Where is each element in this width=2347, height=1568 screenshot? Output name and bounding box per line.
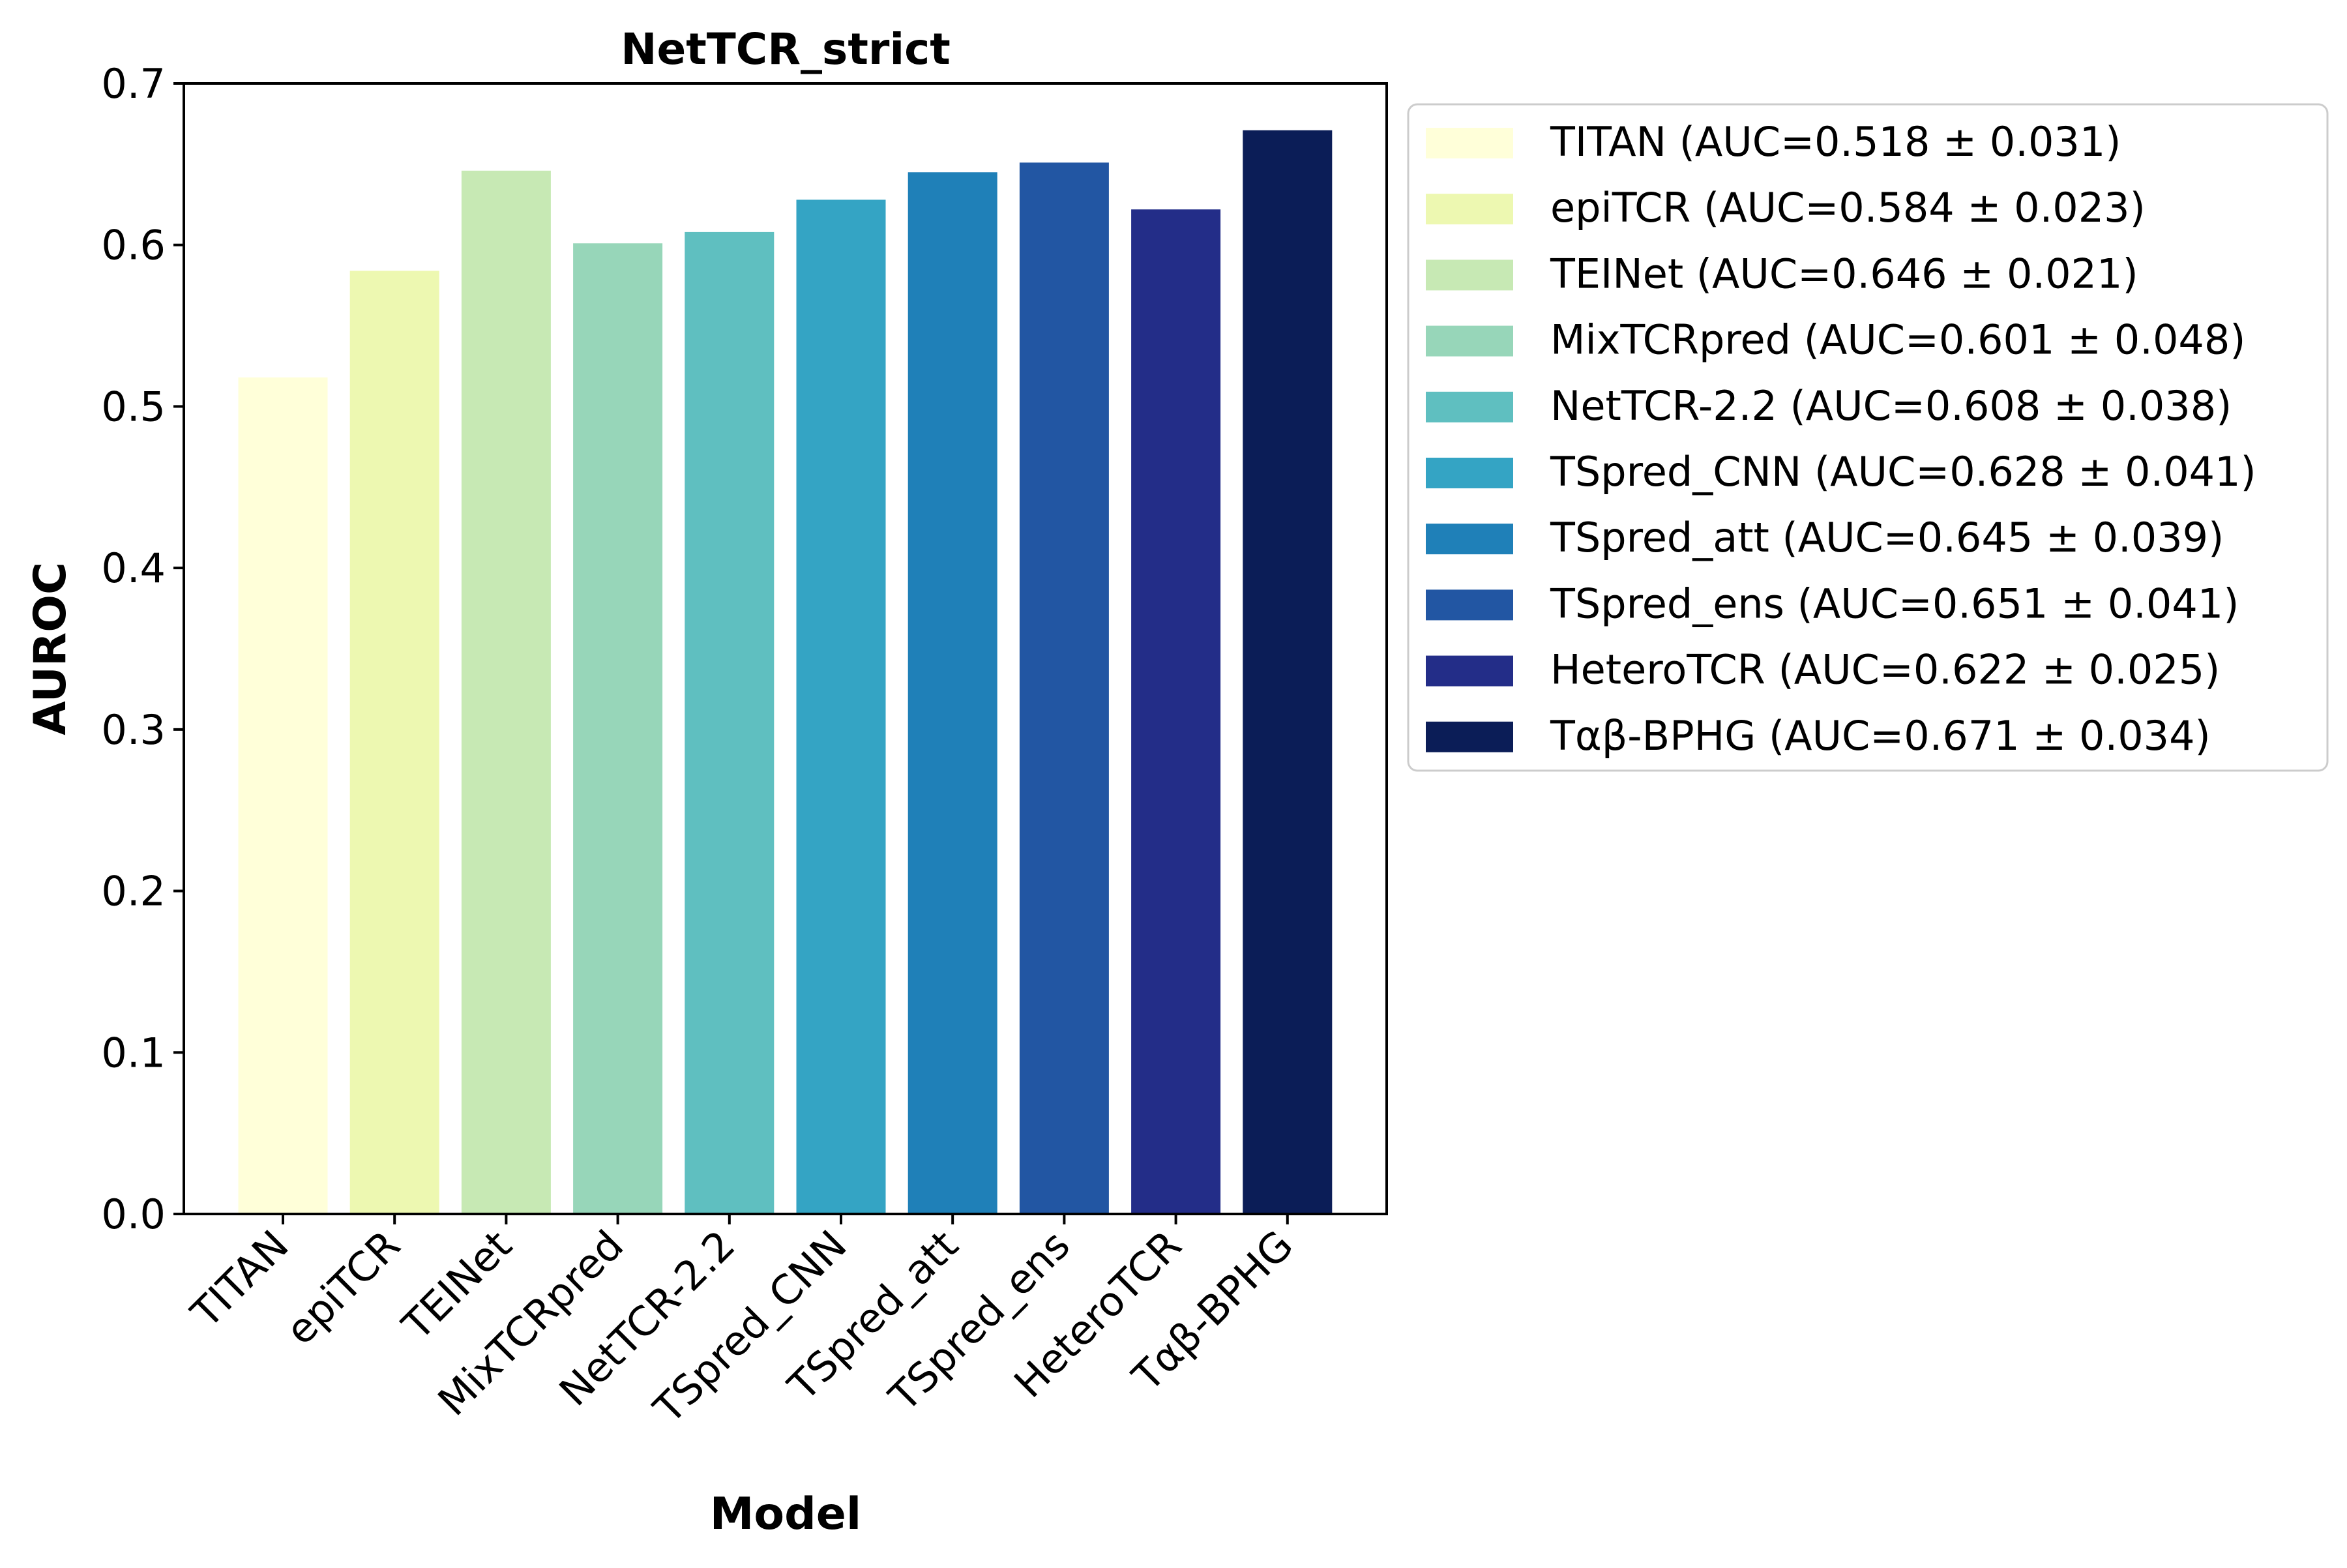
legend-swatch [1426,194,1513,225]
y-tick-label: 0.7 [101,60,166,108]
bar-heterotcr [1131,209,1221,1214]
y-tick-label: 0.1 [101,1029,166,1076]
legend-swatch [1426,524,1513,555]
legend-label: NetTCR-2.2 (AUC=0.608 ± 0.038) [1550,382,2232,430]
y-tick-label: 0.4 [101,544,166,592]
bar-nettcr-2-2 [685,231,775,1214]
bar-titan [238,377,328,1214]
plot-frame [183,82,1388,1215]
bar-teinet [461,170,551,1214]
y-axis-label: AUROC [25,562,76,735]
y-axis-ticks: 0.0 0.1 0.2 0.3 0.4 0.5 0.6 0.7 [101,60,184,1238]
legend-swatch [1426,325,1513,357]
y-tick-label: 0.5 [101,383,166,430]
legend-label: Tαβ-BPHG (AUC=0.671 ± 0.034) [1550,712,2211,760]
x-tick-label: epiTCR [276,1221,409,1354]
x-axis-ticks: TITANepiTCRTEINetMixTCRpredNetTCR-2.2TSp… [181,1214,1302,1433]
bar-epitcr [349,271,439,1214]
legend-label: TSpred_ens (AUC=0.651 ± 0.041) [1550,580,2239,627]
legend-swatch [1426,589,1513,621]
legend-label: MixTCRpred (AUC=0.601 ± 0.048) [1550,316,2245,364]
chart-title: NetTCR_strict [621,24,951,74]
legend: TITAN (AUC=0.518 ± 0.031) epiTCR (AUC=0.5… [1407,103,2329,772]
bar-mixtcrpred [573,243,663,1214]
legend-swatch [1426,655,1513,687]
legend-swatch [1426,721,1513,752]
bar-tspred-cnn [796,200,886,1215]
y-tick-label: 0.2 [101,868,166,915]
legend-label: TSpred_att (AUC=0.645 ± 0.039) [1550,514,2224,561]
legend-swatch [1426,128,1513,158]
bar-tspred-att [908,172,997,1214]
legend-label: epiTCR (AUC=0.584 ± 0.023) [1550,184,2146,231]
legend-swatch [1426,259,1513,291]
legend-label: TITAN (AUC=0.518 ± 0.031) [1550,118,2121,166]
bar-tspred-ens [1019,162,1109,1214]
legend-label: TEINet (AUC=0.646 ± 0.021) [1550,250,2138,297]
x-axis-label: Model [710,1488,862,1540]
legend-label: TSpred_CNN (AUC=0.628 ± 0.041) [1550,448,2256,496]
y-tick-label: 0.3 [101,706,166,754]
bars-group [238,130,1333,1215]
legend-frame [1407,103,2329,772]
y-tick-label: 0.6 [101,222,166,269]
legend-swatch [1426,458,1513,488]
x-tick-label: TSpred_CNN [644,1221,856,1433]
legend-label: HeteroTCR (AUC=0.622 ± 0.025) [1550,646,2220,694]
legend-swatch [1426,391,1513,422]
bar-t-bphg [1243,130,1333,1214]
y-tick-label: 0.0 [101,1191,166,1238]
